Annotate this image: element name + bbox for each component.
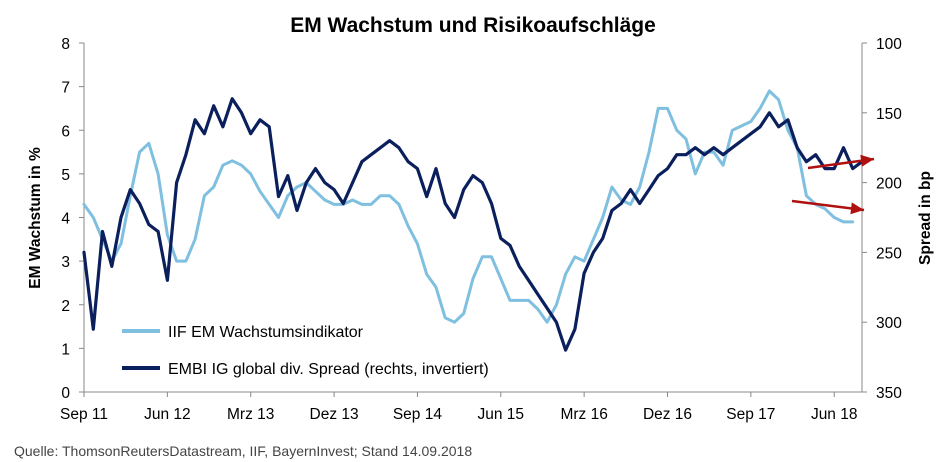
x-tick-label: Dez 13 xyxy=(310,406,359,423)
x-tick-label: Dez 16 xyxy=(643,406,692,423)
source-note: Quelle: ThomsonReutersDatastream, IIF, B… xyxy=(14,443,472,459)
x-tick-label: Mrz 16 xyxy=(560,406,607,423)
y-right-tick-label: 200 xyxy=(876,176,902,193)
x-tick-label: Jun 18 xyxy=(811,406,858,423)
y-right-tick-label: 100 xyxy=(876,36,902,53)
x-tick-label: Sep 11 xyxy=(60,406,108,423)
y-left-tick-label: 1 xyxy=(61,341,70,358)
y-right-tick-label: 300 xyxy=(876,315,902,332)
y-right-tick-label: 250 xyxy=(876,245,902,262)
trend-arrow-growth-head xyxy=(850,202,864,215)
y-right-tick-label: 150 xyxy=(876,106,902,123)
y-left-tick-label: 2 xyxy=(61,298,70,315)
x-tick-label: Jun 12 xyxy=(144,406,191,423)
plot-area: 0 1 2 3 4 5 6 7 8 100 150 200 250 300 350 Sep 11 Jun 12 M… xyxy=(60,36,902,423)
y-left-tick-label: 5 xyxy=(61,167,70,184)
y-left-tick-label: 0 xyxy=(61,385,70,402)
y-right-tick-label: 350 xyxy=(876,385,902,402)
chart-title: EM Wachstum und Risikoaufschläge xyxy=(290,14,656,37)
x-tick-label: Mrz 13 xyxy=(227,406,274,423)
y-axis-right-label: Spread in bp xyxy=(917,171,934,265)
x-tick-label: Sep 17 xyxy=(726,406,775,423)
legend-label-growth: IIF EM Wachstumsindikator xyxy=(168,324,364,341)
x-tick-label: Jun 15 xyxy=(478,406,525,423)
y-left-tick-label: 8 xyxy=(61,36,70,53)
y-axis-left-label: EM Wachstum in % xyxy=(27,147,44,289)
legend-label-spread: EMBI IG global div. Spread (rechts, inve… xyxy=(168,361,489,378)
x-tick-label: Sep 14 xyxy=(393,406,443,423)
y-left-tick-label: 4 xyxy=(61,211,70,228)
y-left-tick-label: 6 xyxy=(61,123,70,140)
y-left-tick-label: 3 xyxy=(61,254,70,271)
legend: IIF EM Wachstumsindikator EMBI IG global… xyxy=(122,324,489,378)
y-left-tick-label: 7 xyxy=(61,80,70,97)
series-line-growth xyxy=(82,89,855,324)
series-line-spread xyxy=(82,97,864,352)
trend-arrow-spread-head xyxy=(860,154,874,167)
